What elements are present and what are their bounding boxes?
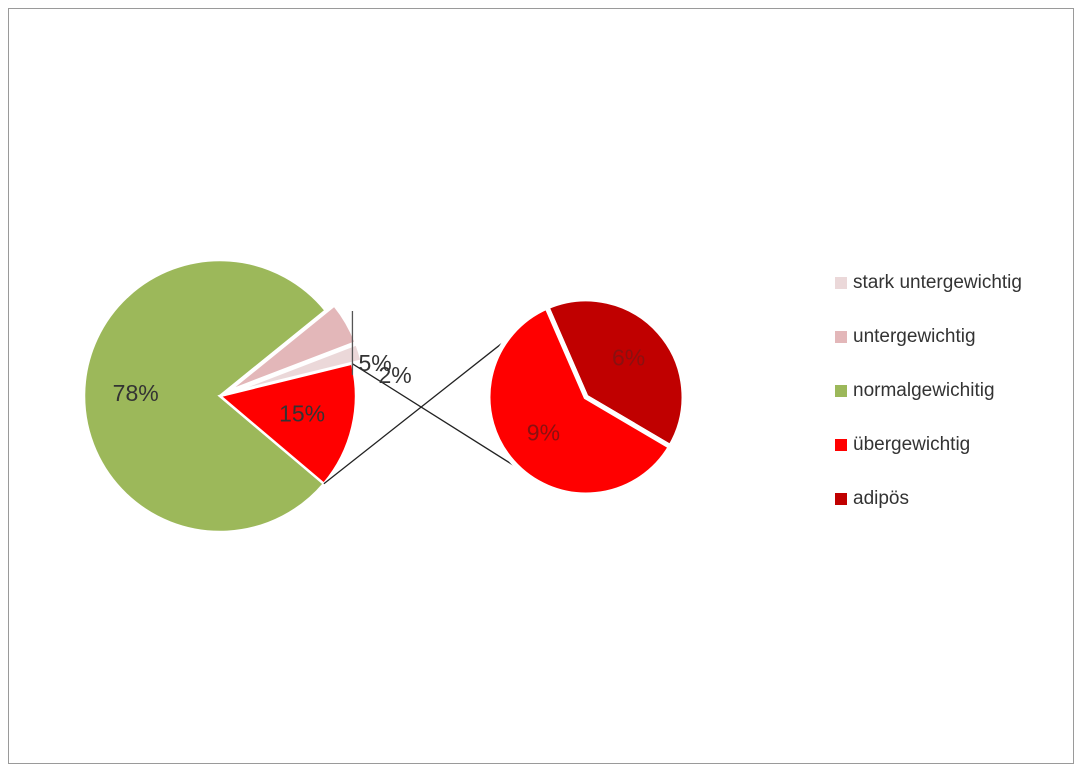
main-pie [82,258,364,534]
data-label-untergewichtig: 5% [358,350,391,376]
legend-label-adipoes: adipös [853,488,909,509]
main-slice-normalgewichitig [82,258,328,534]
main-slice-stark-untergewichtig [229,342,364,395]
secondary-slice-adipoes [543,296,687,451]
legend-swatch-normalgewichitig [835,385,847,397]
data-label-normalgewichitig: 78% [113,380,159,406]
legend-label-stark-untergewichtig: stark untergewichtig [853,272,1022,293]
legend-swatch-adipoes [835,493,847,505]
legend-label-uebergewichtig: übergewichtig [853,434,970,455]
legend-label-normalgewichitig: normalgewichitig [853,380,995,401]
data-label-secondary-adipoes: 6% [612,344,645,370]
legend-swatch-stark-untergewichtig [835,277,847,289]
main-slice-uebergewichtig-adipoes [217,362,358,486]
legend-swatch-uebergewichtig [835,439,847,451]
data-label-uebergewichtig-adipoes: 15% [279,400,325,426]
data-label-stark-untergewichtig: 2% [379,362,412,388]
data-labels: 78% 15% 2%5% 6% 9% [113,311,645,446]
main-slice-untergewichtig [227,303,358,393]
legend: stark untergewichtig untergewichtig normal… [835,272,1022,509]
data-label-secondary-uebergewichtig: 9% [527,420,560,446]
secondary-pie [485,296,687,498]
legend-swatch-untergewichtig [835,331,847,343]
secondary-slice-uebergewichtig [485,303,674,498]
legend-label-untergewichtig: untergewichtig [853,326,976,347]
